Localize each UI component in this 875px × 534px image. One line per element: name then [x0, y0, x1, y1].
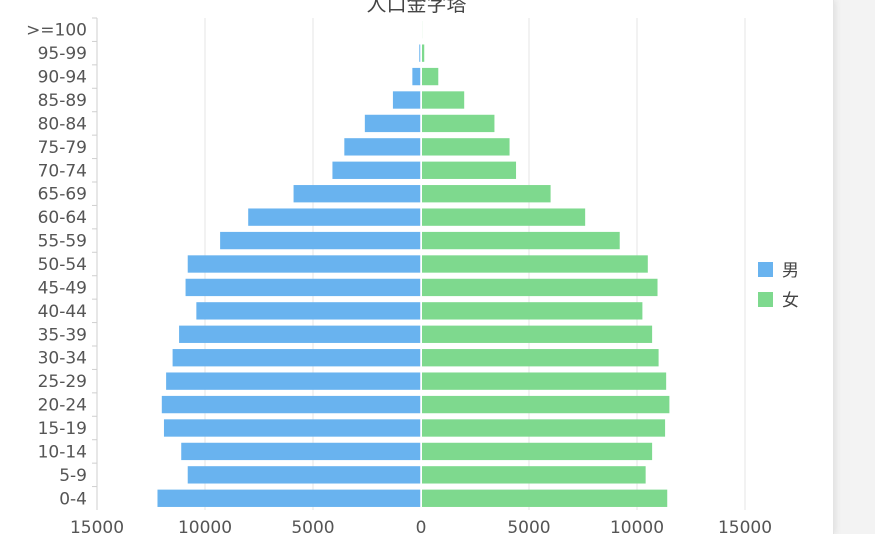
- x-tick-label: 15000: [70, 518, 124, 534]
- chart-panel: 人口金字塔 >=100 95-99 90-94 85-89 80-84 75-79 70-7…: [0, 0, 834, 534]
- x-tick-label: 5000: [507, 518, 550, 534]
- bar-female: [422, 161, 517, 179]
- y-tick-label: 0-4: [59, 489, 87, 509]
- y-tick-label: 25-29: [38, 372, 87, 392]
- legend-label: 男: [782, 261, 799, 281]
- legend-swatch: [758, 292, 773, 307]
- y-tick-label: 20-24: [38, 396, 87, 416]
- y-tick-label: 80-84: [38, 114, 87, 134]
- bar-male: [332, 161, 421, 179]
- bar-female: [422, 208, 586, 226]
- y-tick-label: 35-39: [38, 325, 87, 345]
- y-tick-label: 30-34: [38, 349, 87, 369]
- bar-female: [422, 302, 643, 320]
- bar-male: [181, 442, 421, 461]
- y-tick-label: 55-59: [38, 232, 87, 252]
- bar-female: [422, 372, 667, 390]
- x-tick-label: 10000: [610, 518, 664, 534]
- population-pyramid-chart: >=100 95-99 90-94 85-89 80-84 75-79 70-74 65-69…: [26, 17, 799, 534]
- bar-female: [422, 138, 510, 156]
- bar-male: [163, 419, 421, 437]
- bar-male: [157, 489, 422, 507]
- bar-male: [220, 231, 421, 250]
- bar-female: [422, 325, 653, 343]
- chart-title: 人口金字塔: [366, 0, 467, 16]
- bar-female: [422, 231, 620, 250]
- bar-male: [187, 466, 421, 484]
- bar-male: [344, 138, 421, 156]
- bar-female: [422, 44, 425, 62]
- bar-male: [166, 372, 421, 390]
- bar-male: [161, 395, 422, 414]
- bar-male: [179, 325, 421, 343]
- y-tick-label: 65-69: [38, 185, 87, 205]
- bar-female: [422, 255, 648, 273]
- bar-male: [392, 91, 421, 109]
- x-tick-label: 10000: [178, 518, 232, 534]
- bar-female: [422, 278, 658, 297]
- y-tick-label: 5-9: [59, 466, 87, 486]
- bar-female: [422, 419, 666, 437]
- bar-female: [422, 442, 653, 461]
- bar-male: [412, 67, 421, 86]
- bar-female: [422, 67, 439, 86]
- y-tick-label: 70-74: [38, 161, 87, 181]
- y-tick-label: 45-49: [38, 278, 87, 298]
- bar-male: [185, 278, 421, 297]
- bar-female: [422, 395, 670, 414]
- y-tick-label: >=100: [26, 21, 87, 41]
- x-tick-label: 5000: [291, 518, 334, 534]
- y-tick-label: 90-94: [38, 68, 87, 88]
- legend-swatch: [758, 262, 773, 277]
- x-tick-label: 15000: [718, 518, 772, 534]
- y-tick-label: 95-99: [38, 44, 87, 64]
- y-tick-label: 15-19: [38, 419, 87, 439]
- bar-female: [422, 349, 659, 367]
- y-tick-label: 75-79: [38, 138, 87, 158]
- bar-male: [419, 44, 421, 62]
- bar-male: [293, 185, 421, 203]
- y-tick-label: 50-54: [38, 255, 87, 275]
- bar-male: [248, 208, 421, 226]
- x-tick-label: 0: [416, 518, 427, 534]
- bar-female: [422, 466, 646, 484]
- legend-label: 女: [782, 291, 799, 311]
- bar-female: [422, 91, 465, 109]
- bar-female: [422, 114, 495, 133]
- bar-female: [422, 489, 668, 507]
- bar-female: [422, 185, 551, 203]
- bar-male: [172, 349, 421, 367]
- bar-male: [187, 255, 421, 273]
- bar-male: [364, 114, 421, 133]
- y-tick-label: 40-44: [38, 302, 87, 322]
- y-tick-label: 10-14: [38, 442, 87, 462]
- y-tick-label: 60-64: [38, 208, 87, 228]
- y-tick-label: 85-89: [38, 91, 87, 111]
- bar-male: [196, 302, 421, 320]
